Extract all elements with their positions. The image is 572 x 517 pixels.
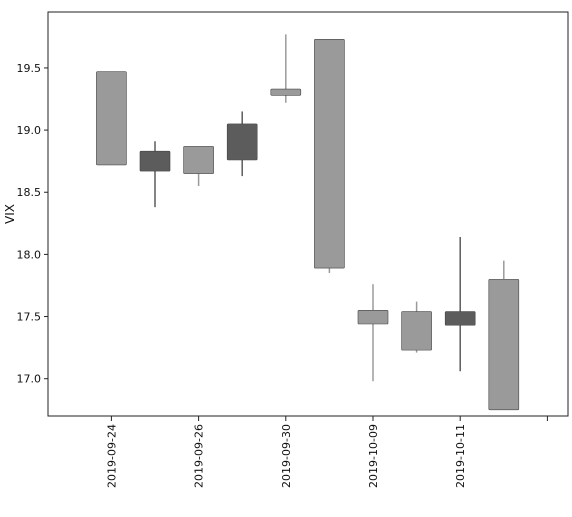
y-axis-title: VIX xyxy=(3,204,17,224)
y-tick-label: 17.5 xyxy=(17,311,42,324)
candles-group xyxy=(96,34,520,411)
x-axis: 2019-09-24 2019-09-26 2019-09-30 2019-10-09… xyxy=(105,416,548,488)
candle-body xyxy=(139,150,171,172)
x-tick-label: 2019-10-09 xyxy=(367,424,380,488)
candle-body xyxy=(270,88,302,96)
candle-body xyxy=(226,123,258,161)
y-tick-label: 19.5 xyxy=(17,62,42,75)
y-tick-label: 18.0 xyxy=(17,248,42,261)
candle-body xyxy=(488,278,520,411)
candle-body xyxy=(96,71,127,166)
x-tick-label: 2019-09-26 xyxy=(193,424,206,488)
candle-body xyxy=(183,145,214,174)
x-tick-label: 2019-09-24 xyxy=(105,424,118,488)
x-tick-label: 2019-09-30 xyxy=(280,424,293,488)
y-tick-label: 19.0 xyxy=(17,124,42,137)
candle-body xyxy=(444,311,476,326)
y-tick-label: 18.5 xyxy=(17,186,42,199)
y-axis: 17.0 17.5 18.0 18.5 19.0 19.5 xyxy=(17,62,48,386)
candle-body xyxy=(314,39,345,269)
candle-body xyxy=(357,310,389,325)
y-tick-label: 17.0 xyxy=(17,373,42,386)
candle-body xyxy=(401,311,432,351)
x-tick-label: 2019-10-11 xyxy=(454,424,467,488)
plot-area xyxy=(47,11,569,417)
